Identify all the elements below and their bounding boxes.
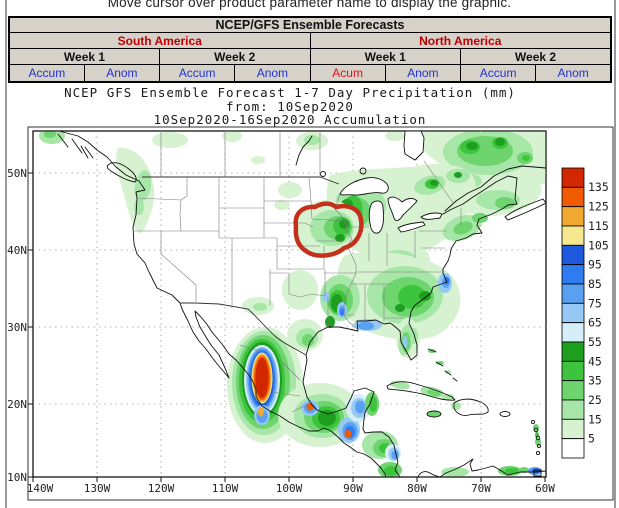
x-tick-label: 110W [212,482,239,495]
x-tick-label: 90W [343,482,363,495]
product-link-sa-week1-anom[interactable]: Anom [83,64,161,83]
svg-text:125: 125 [588,200,609,214]
product-link-sa-week2-anom[interactable]: Anom [234,64,311,83]
week-header-na-week2: Week 2 [460,48,612,65]
svg-text:5: 5 [588,432,595,446]
svg-text:55: 55 [588,335,602,349]
colorbar: 135 125 115 105 95 85 75 65 55 45 35 25 … [561,167,609,459]
y-tick-label: 10N [7,471,27,484]
y-axis-labels: 50N 40N 30N 20N 10N [7,167,27,484]
y-tick-label: 40N [7,244,27,257]
state-boundaries [133,131,462,413]
svg-text:75: 75 [588,296,602,310]
x-tick-label: 120W [148,482,175,495]
instruction-text: Move cursor over product parameter name … [107,0,512,10]
week-header-sa-week1: Week 1 [8,48,160,65]
x-tick-label: 130W [84,482,111,495]
product-link-na-week2-anom[interactable]: Anom [535,64,612,83]
svg-text:105: 105 [588,238,609,252]
colorbar-labels: 135 125 115 105 95 85 75 65 55 45 35 25 … [588,180,609,446]
x-tick-label: 100W [276,482,303,495]
product-link-sa-week1-accum[interactable]: Accum [8,64,85,83]
svg-text:45: 45 [588,354,602,368]
svg-text:135: 135 [588,180,609,194]
week-header-na-week1: Week 1 [309,48,461,65]
forecast-nav-table: NCEP/GFS Ensemble Forecasts South Americ… [8,16,612,83]
product-link-na-week1-acum-active[interactable]: Acum [309,64,386,83]
x-tick-label: 60W [535,482,555,495]
great-lakes [339,130,443,234]
product-link-na-week1-anom[interactable]: Anom [384,64,462,83]
page-right-border [614,0,616,508]
svg-text:95: 95 [588,258,602,272]
region-header-south-america: South America [8,32,311,49]
product-link-sa-week2-accum[interactable]: Accum [158,64,236,83]
map-title-line2: from: 10Sep2020 [226,99,354,114]
x-tick-label: 70W [471,482,491,495]
svg-text:25: 25 [588,393,602,407]
y-tick-label: 20N [7,398,27,411]
svg-text:65: 65 [588,316,602,330]
product-link-na-week2-accum[interactable]: Accum [459,64,537,83]
map-title-line1: NCEP GFS Ensemble Forecast 1-7 Day Preci… [64,85,516,100]
map-title-line3: 10Sep2020-16Sep2020 Accumulation [153,112,427,127]
red-oval-annotation [293,201,364,258]
x-tick-label: 80W [407,482,427,495]
page-left-border [5,0,7,508]
svg-text:15: 15 [588,412,602,426]
svg-text:115: 115 [588,219,609,233]
y-tick-label: 50N [7,167,27,180]
x-tick-label: 140W [27,482,54,495]
axis-ticks [28,172,546,482]
coastlines [57,130,547,478]
y-tick-label: 30N [7,321,27,334]
svg-text:85: 85 [588,277,602,291]
x-axis-labels: 140W 130W 120W 110W 100W 90W 80W 70W 60W [27,482,556,495]
svg-text:35: 35 [588,374,602,388]
precip-shading [39,131,546,477]
